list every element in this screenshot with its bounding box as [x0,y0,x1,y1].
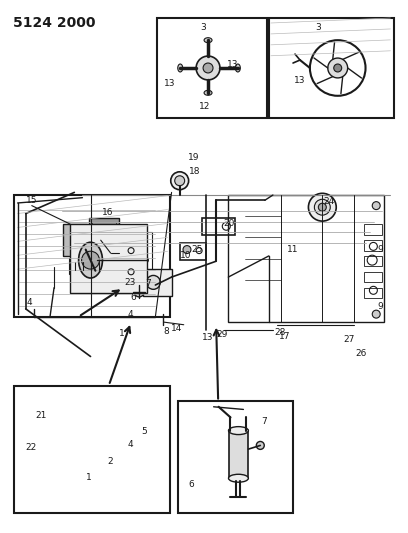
Text: 6: 6 [188,480,194,489]
Text: 27: 27 [344,335,355,344]
Bar [69,258,106,274]
Bar [13,195,170,317]
Circle shape [196,56,220,80]
Text: 4: 4 [127,440,133,449]
Bar [364,240,382,251]
Bar [89,219,119,252]
Circle shape [318,203,326,211]
Circle shape [308,193,336,221]
Bar [177,401,293,513]
Text: 1: 1 [86,473,91,482]
Bar [121,272,141,288]
Bar [364,288,382,298]
Text: 9: 9 [377,245,383,254]
Text: 23: 23 [124,278,136,287]
Text: 9: 9 [377,302,383,311]
Bar [63,224,87,256]
Text: 4: 4 [26,298,32,307]
Text: 12: 12 [199,102,211,111]
Text: 7: 7 [261,417,267,426]
Text: 17: 17 [279,332,290,341]
Circle shape [372,310,380,318]
Circle shape [175,176,185,185]
Text: 29: 29 [217,330,228,339]
Circle shape [334,64,341,72]
Text: 19: 19 [188,154,200,163]
Bar [89,219,119,252]
Text: 16: 16 [102,208,113,217]
Bar [228,431,248,478]
Text: 1: 1 [119,329,125,338]
Bar [157,18,267,118]
Text: 6: 6 [131,293,136,302]
Text: 11: 11 [286,245,298,254]
Text: 22: 22 [25,443,36,452]
Text: 13: 13 [227,60,239,69]
Text: 14: 14 [171,325,182,334]
Ellipse shape [235,64,240,72]
Text: 8: 8 [164,327,170,336]
Text: 13: 13 [293,76,305,85]
Ellipse shape [178,64,183,72]
Ellipse shape [204,90,212,95]
Bar [202,218,235,235]
Text: 2: 2 [107,457,113,466]
Text: 20: 20 [224,219,235,228]
Circle shape [372,201,380,209]
Bar [129,232,152,270]
Circle shape [134,287,144,297]
Text: 5124 2000: 5124 2000 [13,15,96,30]
Ellipse shape [228,426,248,434]
Text: 7: 7 [145,279,151,288]
Bar [119,248,131,258]
Bar [228,195,384,322]
Circle shape [256,441,264,449]
Text: 13: 13 [202,334,213,343]
Text: 5: 5 [141,427,147,436]
Text: 26: 26 [355,349,367,358]
Bar [143,269,172,296]
Ellipse shape [204,38,212,43]
Ellipse shape [79,243,102,278]
Text: 4: 4 [127,310,133,319]
Bar [364,224,382,235]
Circle shape [183,246,191,254]
Text: 25: 25 [191,245,202,254]
Bar [269,18,395,118]
Text: 28: 28 [275,328,286,337]
Bar [364,256,382,266]
Circle shape [146,276,160,289]
Bar [180,243,206,260]
Circle shape [82,251,100,269]
Text: 3: 3 [315,23,321,32]
Circle shape [132,276,137,281]
Circle shape [315,199,330,215]
Text: 15: 15 [26,196,38,205]
Circle shape [124,276,129,281]
Ellipse shape [228,474,248,482]
Text: 10: 10 [180,252,191,261]
Bar [364,272,382,282]
Bar [63,224,87,256]
Text: 3: 3 [200,23,206,32]
Circle shape [328,58,348,78]
Circle shape [203,63,213,73]
Bar [92,222,115,248]
Bar [13,385,170,513]
Text: 21: 21 [35,411,47,421]
Text: 13: 13 [164,79,175,88]
Text: 24: 24 [323,197,335,206]
Text: 18: 18 [189,167,201,176]
Bar [70,224,147,293]
Circle shape [171,172,188,190]
